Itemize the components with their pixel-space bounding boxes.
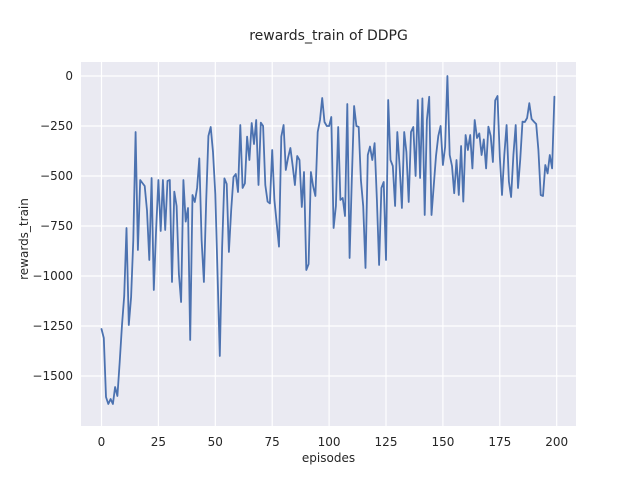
x-tick-label: 75 <box>265 435 280 449</box>
x-tick-label: 0 <box>98 435 106 449</box>
x-tick-label: 150 <box>431 435 454 449</box>
x-tick-label: 25 <box>151 435 166 449</box>
x-tick-label: 200 <box>545 435 568 449</box>
y-tick-label: −1000 <box>32 269 73 283</box>
chart-title: rewards_train of DDPG <box>249 28 408 44</box>
x-tick-label: 175 <box>488 435 511 449</box>
x-axis-label: episodes <box>301 451 356 465</box>
x-tick-label: 50 <box>208 435 223 449</box>
x-tick-label: 125 <box>375 435 398 449</box>
y-tick-label: −1500 <box>32 369 73 383</box>
y-tick-label: 0 <box>65 69 73 83</box>
x-tick-label: 100 <box>318 435 341 449</box>
y-axis-label: rewards_train <box>17 198 31 280</box>
y-tick-label: −750 <box>40 219 73 233</box>
series-line <box>100 75 556 405</box>
y-tick-label: −1250 <box>32 319 73 333</box>
y-tick-label: −250 <box>40 119 73 133</box>
y-tick-label: −500 <box>40 169 73 183</box>
